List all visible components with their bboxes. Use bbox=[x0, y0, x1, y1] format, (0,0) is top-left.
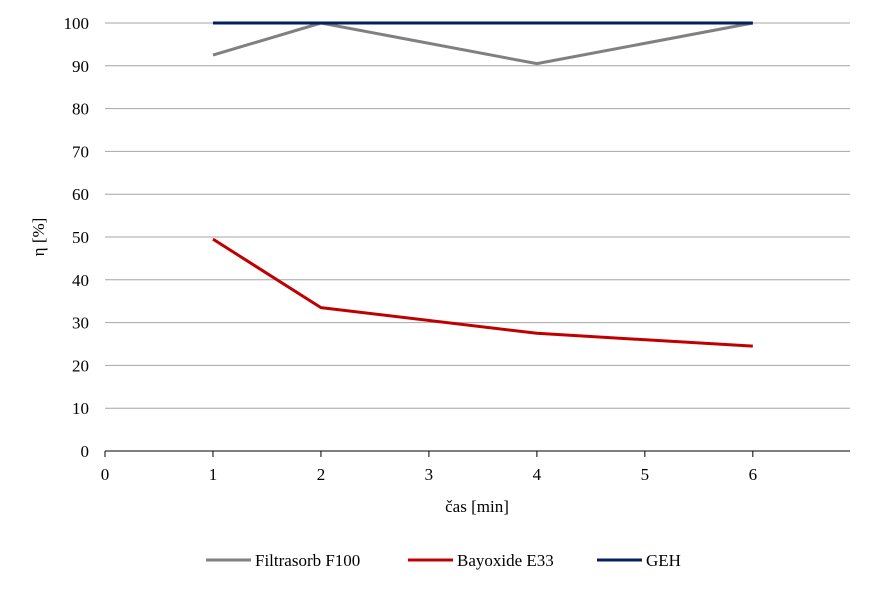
legend-label: GEH bbox=[646, 551, 681, 570]
y-tick-label: 70 bbox=[72, 142, 89, 161]
y-tick-label: 40 bbox=[72, 271, 89, 290]
x-tick-label: 3 bbox=[425, 465, 434, 484]
x-tick-label: 1 bbox=[209, 465, 218, 484]
y-tick-label: 10 bbox=[72, 399, 89, 418]
legend-label: Filtrasorb F100 bbox=[255, 551, 360, 570]
x-tick-label: 2 bbox=[317, 465, 326, 484]
y-tick-label: 90 bbox=[72, 57, 89, 76]
legend: Filtrasorb F100 Bayoxide E33 GEH bbox=[206, 551, 681, 570]
x-axis-ticks: 0 1 2 3 4 5 6 bbox=[101, 451, 757, 484]
y-tick-label: 50 bbox=[72, 228, 89, 247]
series-lines bbox=[212, 21, 754, 348]
x-axis-title: čas [min] bbox=[445, 497, 509, 516]
y-tick-label: 20 bbox=[72, 356, 89, 375]
y-tick-label: 100 bbox=[64, 14, 90, 33]
x-tick-label: 4 bbox=[533, 465, 542, 484]
y-axis-title: η [%] bbox=[29, 218, 48, 257]
y-tick-label: 0 bbox=[81, 442, 90, 461]
legend-label: Bayoxide E33 bbox=[457, 551, 554, 570]
y-axis-ticks: 0 10 20 30 40 50 60 70 80 90 100 bbox=[64, 14, 90, 461]
y-tick-label: 60 bbox=[72, 185, 89, 204]
series-line-1 bbox=[212, 237, 753, 348]
gridlines bbox=[105, 22, 850, 409]
x-tick-label: 5 bbox=[641, 465, 650, 484]
y-tick-label: 80 bbox=[72, 100, 89, 119]
series-line-0 bbox=[212, 21, 754, 66]
x-tick-label: 6 bbox=[749, 465, 758, 484]
x-tick-label: 0 bbox=[101, 465, 110, 484]
y-tick-label: 30 bbox=[72, 314, 89, 333]
